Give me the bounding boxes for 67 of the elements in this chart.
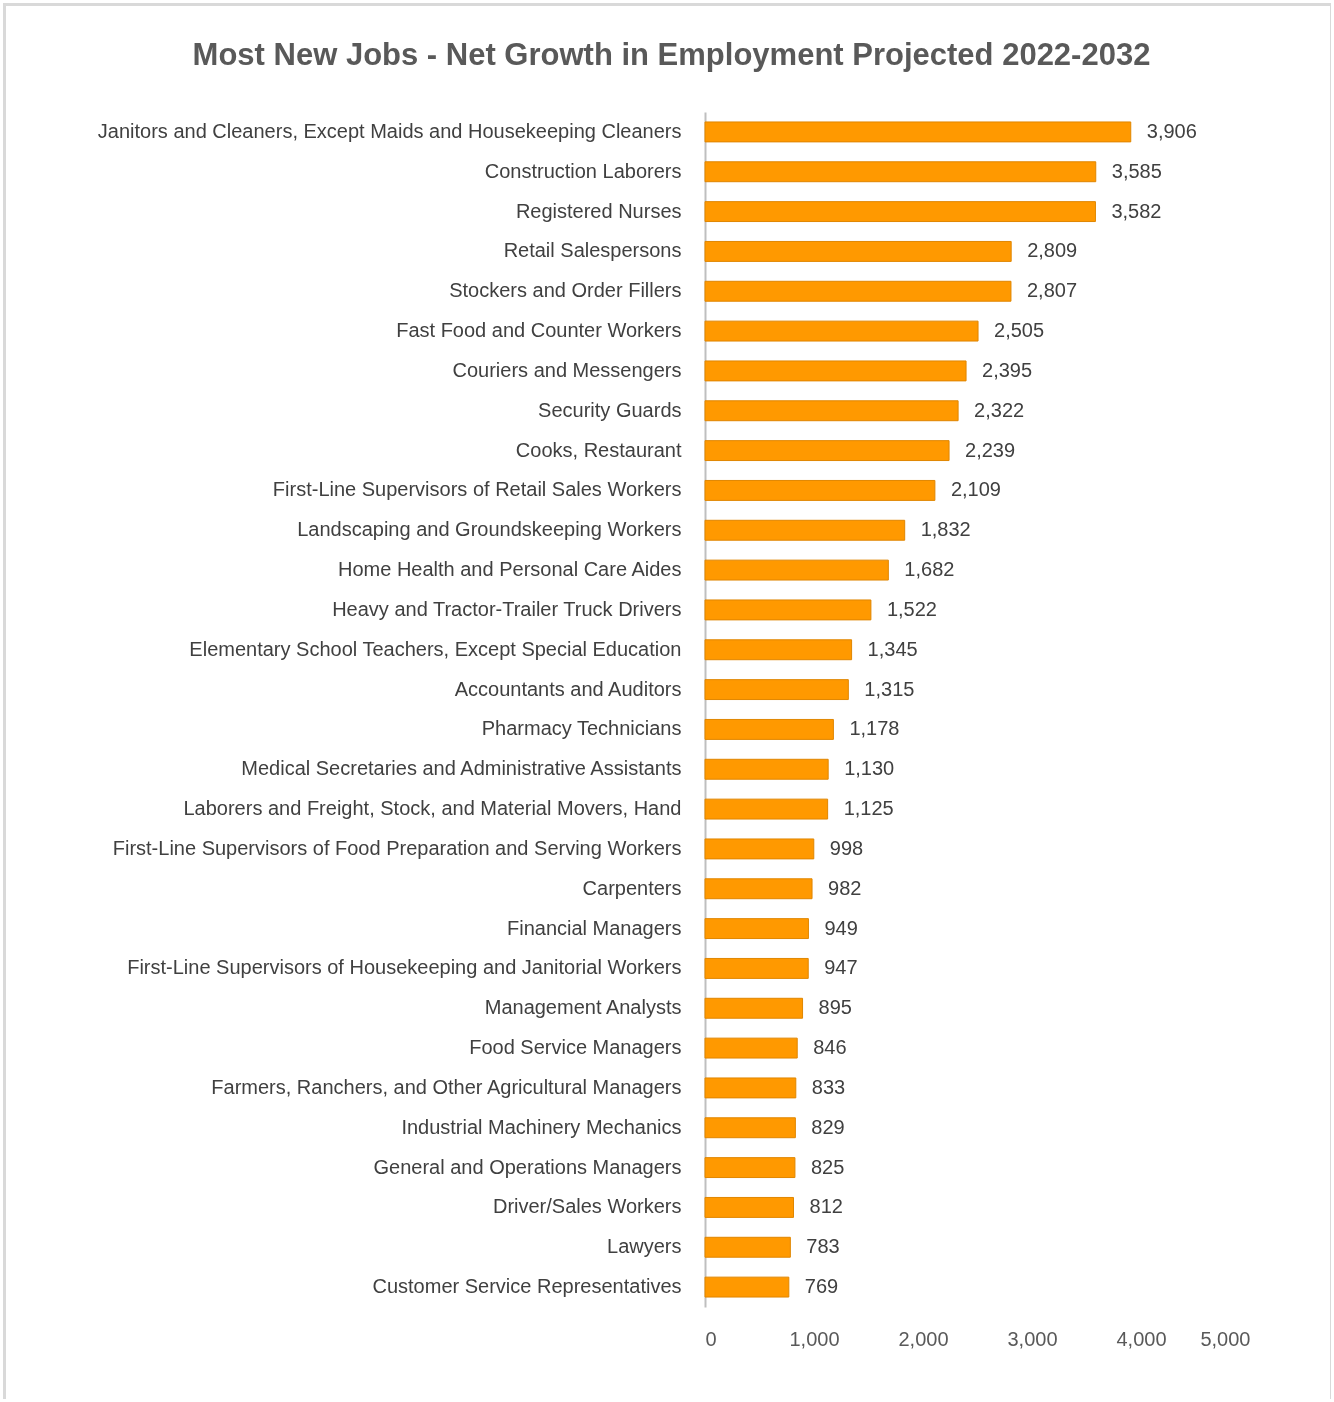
data-label: 1,832 xyxy=(920,518,971,541)
y-tick-label: Food Service Managers xyxy=(469,1036,682,1059)
data-label: 998 xyxy=(829,836,864,859)
y-tick-label: Fast Food and Counter Workers xyxy=(396,319,682,342)
data-label: 1,345 xyxy=(867,637,918,660)
data-label: 1,125 xyxy=(843,797,894,820)
data-label: 769 xyxy=(804,1275,839,1298)
x-tick-label: 3,000 xyxy=(1007,1327,1058,1350)
x-tick-label: 1,000 xyxy=(789,1327,840,1350)
y-tick-label: Industrial Machinery Mechanics xyxy=(401,1115,682,1138)
data-label: 3,582 xyxy=(1111,199,1162,222)
y-tick-label: Driver/Sales Workers xyxy=(492,1195,682,1218)
data-label: 2,109 xyxy=(950,478,1001,501)
x-tick-label: 4,000 xyxy=(1116,1327,1167,1350)
y-tick-label: Carpenters xyxy=(582,876,682,899)
data-label: 3,585 xyxy=(1111,159,1162,182)
y-tick-label: Farmers, Ranchers, and Other Agricultural Managers xyxy=(211,1075,682,1098)
y-tick-label: Cooks, Restaurant xyxy=(515,438,682,461)
y-tick-label: Stockers and Order Fillers xyxy=(449,279,682,302)
y-tick-label: Landscaping and Groundskeeping Workers xyxy=(297,518,682,541)
y-tick-label: Medical Secretaries and Administrative Assistants xyxy=(241,757,682,780)
y-tick-label: Registered Nurses xyxy=(515,199,682,222)
x-tick-label: 0 xyxy=(705,1327,717,1350)
data-label: 846 xyxy=(813,1036,847,1059)
y-tick-label: Financial Managers xyxy=(506,916,682,939)
y-tick-label: Home Health and Personal Care Aides xyxy=(337,558,682,581)
data-label: 833 xyxy=(811,1075,846,1098)
data-label: 812 xyxy=(809,1195,843,1218)
data-label: 3,906 xyxy=(1146,119,1197,142)
y-tick-label: Lawyers xyxy=(607,1235,682,1258)
data-label: 2,809 xyxy=(1027,239,1078,262)
y-tick-label: Janitors and Cleaners, Except Maids and Housekeeping Cleaners xyxy=(97,119,682,142)
data-label: 2,239 xyxy=(965,438,1016,461)
data-label: 2,807 xyxy=(1026,279,1078,302)
data-label: 1,315 xyxy=(864,677,915,700)
data-label: 783 xyxy=(806,1235,840,1258)
y-tick-label: Accountants and Auditors xyxy=(454,677,682,700)
data-label: 947 xyxy=(824,956,858,979)
y-tick-label: General and Operations Managers xyxy=(373,1155,682,1178)
y-tick-label: Laborers and Freight, Stock, and Material Movers, Hand xyxy=(183,797,682,820)
y-tick-label: Customer Service Representatives xyxy=(372,1275,682,1298)
data-label: 1,682 xyxy=(904,558,955,581)
data-label: 2,505 xyxy=(994,319,1045,342)
y-tick-label: Retail Salespersons xyxy=(503,239,682,262)
y-tick-label: Management Analysts xyxy=(484,996,682,1019)
data-label: 982 xyxy=(828,876,862,899)
x-tick-label: 5,000 xyxy=(1200,1327,1251,1350)
y-tick-label: First-Line Supervisors of Housekeeping and Janitorial Workers xyxy=(127,956,682,979)
y-tick-label: Elementary School Teachers, Except Special Education xyxy=(189,637,682,660)
x-tick-label: 2,000 xyxy=(898,1327,949,1350)
data-label: 949 xyxy=(824,916,858,939)
data-label: 1,130 xyxy=(844,757,895,780)
data-label: 895 xyxy=(818,996,852,1019)
data-label: 829 xyxy=(811,1115,845,1138)
y-tick-label: Security Guards xyxy=(538,398,682,421)
y-tick-label: Heavy and Tractor-Trailer Truck Drivers xyxy=(332,597,682,620)
y-tick-label: First-Line Supervisors of Food Preparation and Serving Workers xyxy=(112,836,682,859)
y-tick-label: Construction Laborers xyxy=(484,159,682,182)
data-label: 825 xyxy=(810,1155,845,1178)
y-tick-label: First-Line Supervisors of Retail Sales Workers xyxy=(272,478,682,501)
y-tick-label: Pharmacy Technicians xyxy=(481,717,682,740)
chart-title: Most New Jobs - Net Growth in Employment Projected 2022-2032 xyxy=(192,37,1151,72)
data-label: 2,322 xyxy=(974,398,1025,421)
data-label: 2,395 xyxy=(982,358,1033,381)
data-label: 1,178 xyxy=(849,717,900,740)
y-tick-label: Couriers and Messengers xyxy=(452,358,682,381)
data-label: 1,522 xyxy=(886,597,937,620)
